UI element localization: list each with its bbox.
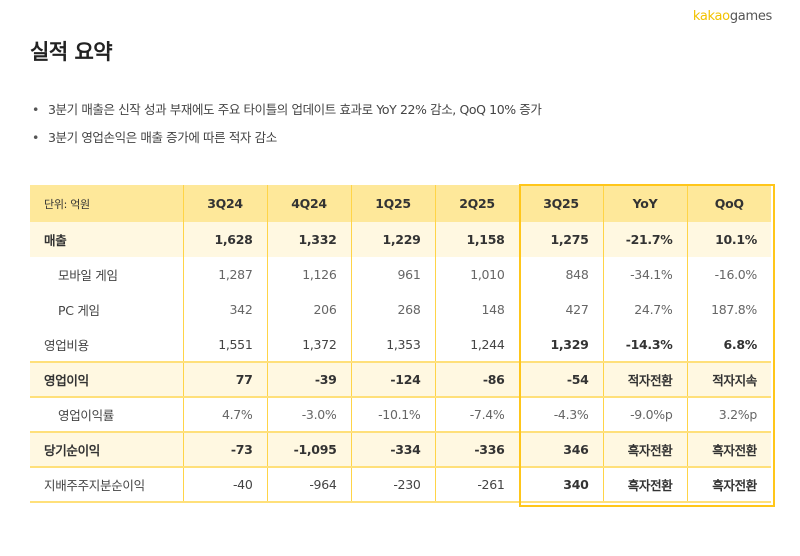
table-cell: 3.2%p	[686, 397, 771, 433]
table-row: 모바일 게임 1,287 1,126 961 1,010 848 -34.1% -16.0%	[30, 257, 771, 292]
column-header: 3Q24	[182, 185, 267, 222]
table-cell: 340	[518, 467, 603, 503]
table-cell: 흑자전환	[686, 467, 771, 503]
table-cell: 6.8%	[686, 327, 771, 363]
row-label: 모바일 게임	[58, 268, 118, 283]
table-cell: 1,126	[266, 257, 351, 292]
table-cell: 848	[518, 257, 603, 292]
table-cell: 1,275	[518, 222, 603, 257]
table-cell: -124	[350, 362, 435, 398]
table-cell: 1,628	[182, 222, 267, 257]
table-cell: 1,551	[182, 327, 267, 363]
table-header-row: 단위: 억원 3Q24 4Q24 1Q25 2Q25 3Q25 YoY QoQ	[30, 185, 771, 222]
table-cell: -7.4%	[434, 397, 519, 433]
table-cell: 24.7%	[602, 292, 687, 327]
table-row: 영업이익률 4.7% -3.0% -10.1% -7.4% -4.3% -9.0%p 3.2%…	[30, 397, 771, 433]
table-cell: -230	[350, 467, 435, 503]
page-title: 실적 요약	[30, 40, 113, 64]
table-cell: -336	[434, 432, 519, 468]
kakaogames-logo: kakaogames	[692, 9, 772, 24]
row-label: 매출	[30, 222, 183, 257]
table-cell: 148	[434, 292, 519, 327]
table-cell: 77	[182, 362, 267, 398]
row-label: 지배주주지분순이익	[30, 467, 183, 503]
table-cell: -39	[266, 362, 351, 398]
table-cell: -21.7%	[602, 222, 687, 257]
table-cell: 1,010	[434, 257, 519, 292]
table-cell: -16.0%	[686, 257, 771, 292]
table-cell: 1,353	[350, 327, 435, 363]
summary-bullets: 3분기 매출은 신작 성과 부재에도 주요 타이틀의 업데이트 효과로 YoY …	[32, 100, 542, 156]
unit-label: 단위: 억원	[30, 185, 183, 222]
table-cell: 1,329	[518, 327, 603, 363]
row-label: PC 게임	[58, 303, 100, 318]
table-cell: -73	[182, 432, 267, 468]
row-label: 당기순이익	[30, 432, 183, 468]
table-cell: 10.1%	[686, 222, 771, 257]
table-cell: 346	[518, 432, 603, 468]
table-cell: -334	[350, 432, 435, 468]
table-cell: -3.0%	[266, 397, 351, 433]
table-cell: 1,332	[266, 222, 351, 257]
table-row: 영업이익 77 -39 -124 -86 -54 적자전환 적자지속	[30, 362, 771, 398]
table-row: PC 게임 342 206 268 148 427 24.7% 187.8%	[30, 292, 771, 327]
table-cell: 206	[266, 292, 351, 327]
column-header: QoQ	[686, 185, 771, 222]
column-header: 1Q25	[350, 185, 435, 222]
table-cell: -261	[434, 467, 519, 503]
table-cell: -54	[518, 362, 603, 398]
row-label: 영업이익	[30, 362, 183, 398]
row-label: 영업비용	[30, 327, 183, 363]
table-cell: 1,244	[434, 327, 519, 363]
table-cell: 흑자전환	[602, 467, 687, 503]
table-cell: 187.8%	[686, 292, 771, 327]
column-header: YoY	[602, 185, 687, 222]
column-header: 4Q24	[266, 185, 351, 222]
bullet-item: 3분기 영업손익은 매출 증가에 따른 적자 감소	[32, 128, 542, 156]
table-cell: 흑자전환	[686, 432, 771, 468]
table-cell: 적자전환	[602, 362, 687, 398]
table-cell: -10.1%	[350, 397, 435, 433]
table-cell: -1,095	[266, 432, 351, 468]
table-cell: 342	[182, 292, 267, 327]
table-cell: 1,372	[266, 327, 351, 363]
table-cell: -4.3%	[518, 397, 603, 433]
table-cell: 1,229	[350, 222, 435, 257]
table-cell: -964	[266, 467, 351, 503]
column-header: 3Q25	[518, 185, 603, 222]
table-cell: 1,158	[434, 222, 519, 257]
table-row: 당기순이익 -73 -1,095 -334 -336 346 흑자전환 흑자전환	[30, 432, 771, 468]
table-row: 영업비용 1,551 1,372 1,353 1,244 1,329 -14.3% 6.8%	[30, 327, 771, 363]
table-cell: -34.1%	[602, 257, 687, 292]
table-cell: 흑자전환	[602, 432, 687, 468]
table-cell: 427	[518, 292, 603, 327]
table-row: 지배주주지분순이익 -40 -964 -230 -261 340 흑자전환 흑자전환	[30, 467, 771, 503]
table-cell: -9.0%p	[602, 397, 687, 433]
table-cell: -14.3%	[602, 327, 687, 363]
column-header: 2Q25	[434, 185, 519, 222]
bullet-item: 3분기 매출은 신작 성과 부재에도 주요 타이틀의 업데이트 효과로 YoY …	[32, 100, 542, 128]
table-row: 매출 1,628 1,332 1,229 1,158 1,275 -21.7% 10.1%	[30, 222, 771, 257]
table-cell: -40	[182, 467, 267, 503]
table-cell: 961	[350, 257, 435, 292]
row-label: 영업이익률	[30, 397, 183, 433]
table-cell: 적자지속	[686, 362, 771, 398]
table-cell: 1,287	[182, 257, 267, 292]
table-cell: 268	[350, 292, 435, 327]
earnings-summary-table: 단위: 억원 3Q24 4Q24 1Q25 2Q25 3Q25 YoY QoQ …	[30, 185, 771, 503]
table-cell: -86	[434, 362, 519, 398]
table-cell: 4.7%	[182, 397, 267, 433]
